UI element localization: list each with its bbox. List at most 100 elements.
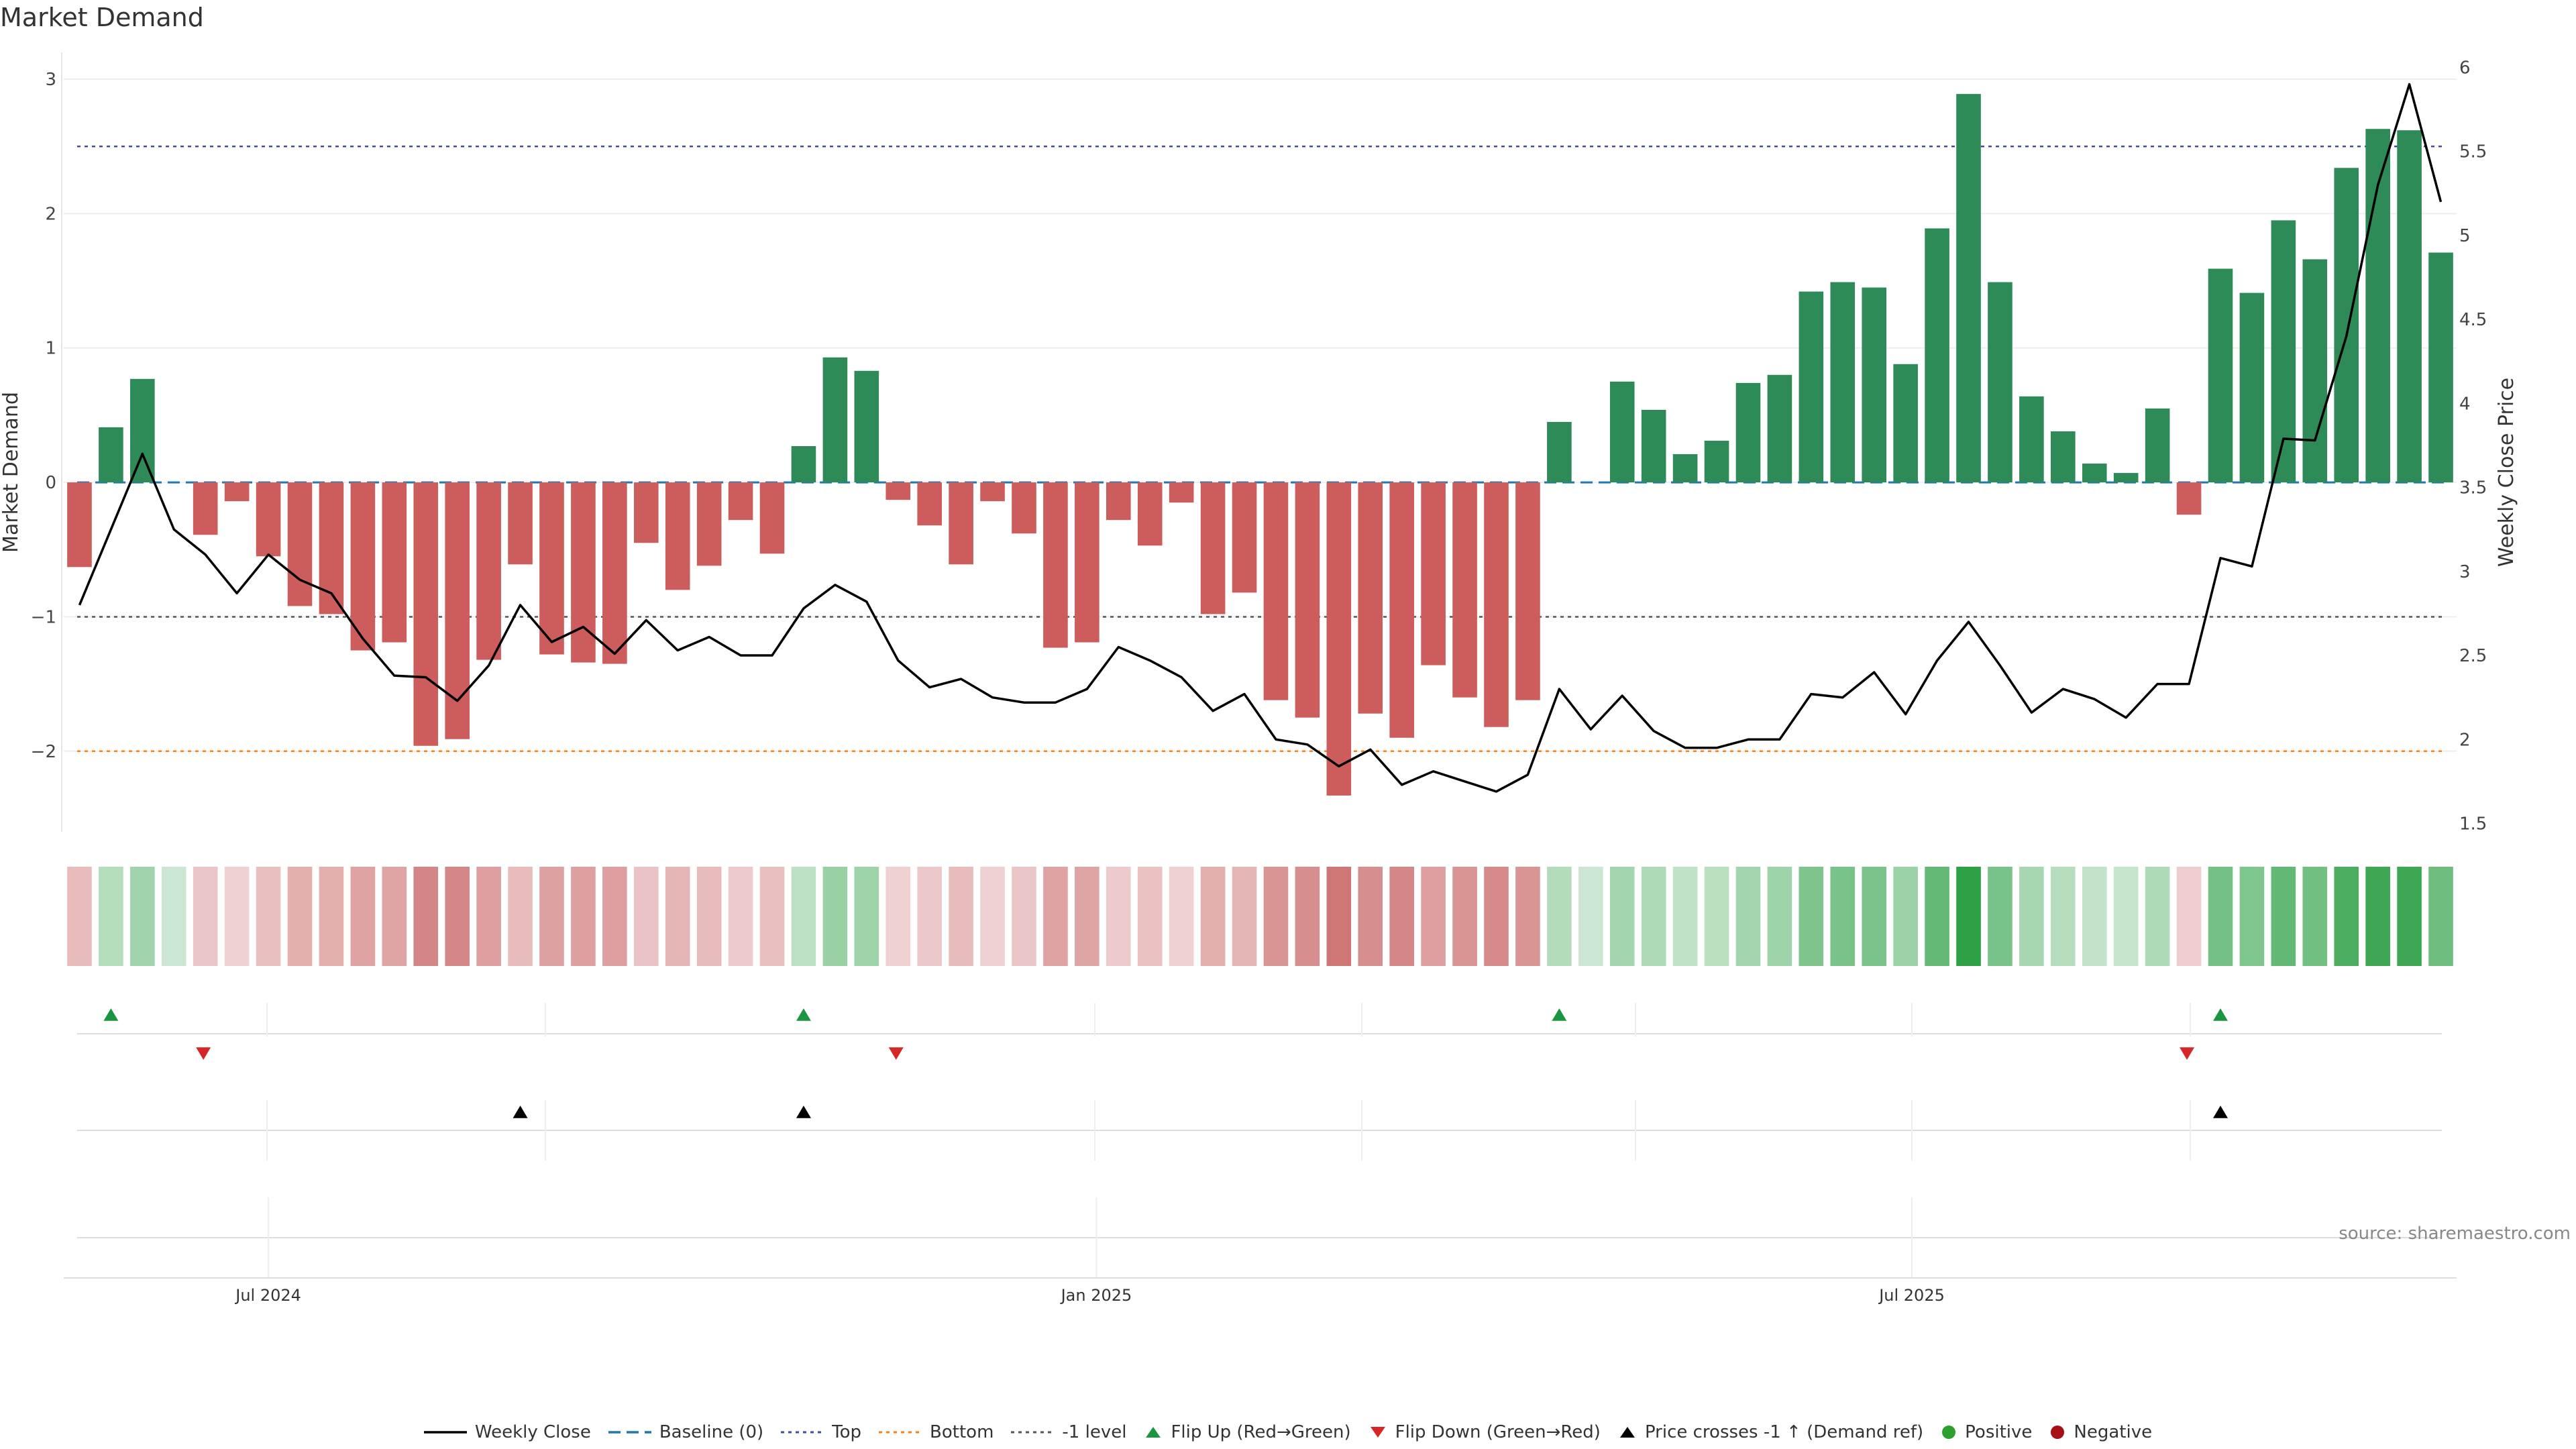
heat-cell	[224, 867, 250, 966]
heat-cell	[1043, 867, 1068, 966]
legend-swatch-negative	[2051, 1426, 2065, 1439]
heat-cell	[539, 867, 564, 966]
bar-negative	[2176, 482, 2202, 515]
bar-negative	[1452, 482, 1477, 698]
bar-negative	[696, 482, 722, 566]
bar-positive	[130, 378, 155, 483]
y-tick-label: −1	[31, 607, 56, 627]
heat-cell	[1767, 867, 1792, 966]
flip-up-marker	[2212, 1008, 2228, 1021]
bar-negative	[1295, 482, 1320, 718]
legend-label: Flip Up (Red→Green)	[1171, 1422, 1351, 1442]
heat-cell	[1830, 867, 1856, 966]
reference-lines	[77, 145, 2445, 753]
heat-cell	[1799, 867, 1824, 966]
heat-cell	[2051, 867, 2076, 966]
bar-negative	[1200, 482, 1226, 614]
heat-cell	[2302, 867, 2328, 966]
legend-label: Flip Down (Green→Red)	[1395, 1422, 1601, 1442]
heat-cell	[1578, 867, 1603, 966]
y2-axis-label: Weekly Close Price	[2495, 378, 2518, 567]
heat-cell	[1295, 867, 1320, 966]
heat-cell	[980, 867, 1005, 966]
legend-swatch-top	[781, 1431, 824, 1434]
legend-swatch-baseline	[608, 1431, 651, 1434]
heat-cell	[917, 867, 942, 966]
bar-positive	[2019, 396, 2044, 483]
legend-swatch-minus1	[1011, 1431, 1055, 1434]
y2-tick-label: 2.5	[2459, 646, 2487, 666]
bar-negative	[350, 482, 376, 651]
heat-cell	[1326, 867, 1352, 966]
bar-negative	[1421, 482, 1446, 665]
heat-cell	[2239, 867, 2265, 966]
heat-cell	[382, 867, 407, 966]
heat-cell	[854, 867, 879, 966]
legend-item-cross: Price crosses -1 ↑ (Demand ref)	[1618, 1422, 1923, 1442]
heat-cell	[696, 867, 722, 966]
heat-cell	[2334, 867, 2359, 966]
bar-negative	[728, 482, 753, 521]
heat-cell	[1515, 867, 1540, 966]
heat-cell	[2365, 867, 2390, 966]
bar-negative	[917, 482, 942, 526]
bar-negative	[287, 482, 313, 606]
bar-negative	[980, 482, 1005, 502]
heat-cell	[665, 867, 690, 966]
y-axis-left: −2 −1 0 1 2 3 Market Demand	[0, 52, 62, 832]
y2-tick-label: 5.5	[2459, 142, 2487, 162]
heat-cell	[1452, 867, 1477, 966]
legend-label: Weekly Close	[474, 1422, 591, 1442]
heat-cell	[99, 867, 123, 966]
heat-cell	[633, 867, 659, 966]
bar-negative	[1263, 482, 1289, 700]
heat-cell	[1106, 867, 1131, 966]
bar-negative	[1326, 482, 1352, 796]
heat-cell	[1358, 867, 1383, 966]
y-tick-label: −2	[31, 742, 56, 762]
heat-cell	[445, 867, 470, 966]
heat-cell	[602, 867, 627, 966]
legend-label: Top	[832, 1422, 862, 1442]
heat-cell	[508, 867, 533, 966]
heat-cell	[2397, 867, 2422, 966]
heat-cell	[1641, 867, 1666, 966]
event-rows	[77, 1003, 2442, 1278]
legend-item-flip-down: Flip Down (Green→Red)	[1368, 1422, 1601, 1442]
legend-swatch-flip-down	[1370, 1427, 1385, 1438]
heat-cell	[1263, 867, 1289, 966]
legend-label: Bottom	[930, 1422, 994, 1442]
bar-positive	[2113, 473, 2139, 483]
bar-negative	[67, 482, 92, 568]
bar-negative	[1484, 482, 1509, 727]
heat-cell	[476, 867, 501, 966]
heat-cell	[791, 867, 816, 966]
bar-positive	[1988, 282, 2012, 483]
y-axis-right: 1.5 2 2.5 3 3.5 4 4.5 5 5.5 6 Weekly Close Price	[2459, 58, 2518, 835]
price-series	[78, 83, 2443, 793]
bar-negative	[193, 482, 218, 535]
flip-down-marker	[2180, 1047, 2195, 1060]
y2-tick-label: 3.5	[2459, 478, 2487, 498]
heat-cell	[822, 867, 848, 966]
bar-negative	[602, 482, 627, 664]
bar-positive	[1925, 228, 1949, 483]
heat-cell	[319, 867, 344, 966]
bar-positive	[2051, 431, 2076, 483]
bar-positive	[2082, 464, 2107, 483]
legend-item-top: Top	[781, 1422, 861, 1442]
x-tick-label: Jan 2025	[1060, 1286, 1132, 1305]
bar-negative	[382, 482, 407, 643]
heat-cell	[885, 867, 911, 966]
heat-cell	[1988, 867, 2012, 966]
bar-positive	[2239, 292, 2265, 483]
heat-cell	[1956, 867, 1981, 966]
bar-negative	[413, 482, 439, 746]
x-tick-label: Jul 2025	[1878, 1286, 1945, 1305]
heat-cell	[1232, 867, 1257, 966]
flip-up-marker	[796, 1008, 811, 1021]
bar-negative	[1232, 482, 1257, 593]
bar-negative	[949, 482, 973, 565]
y2-tick-label: 4.5	[2459, 310, 2487, 330]
